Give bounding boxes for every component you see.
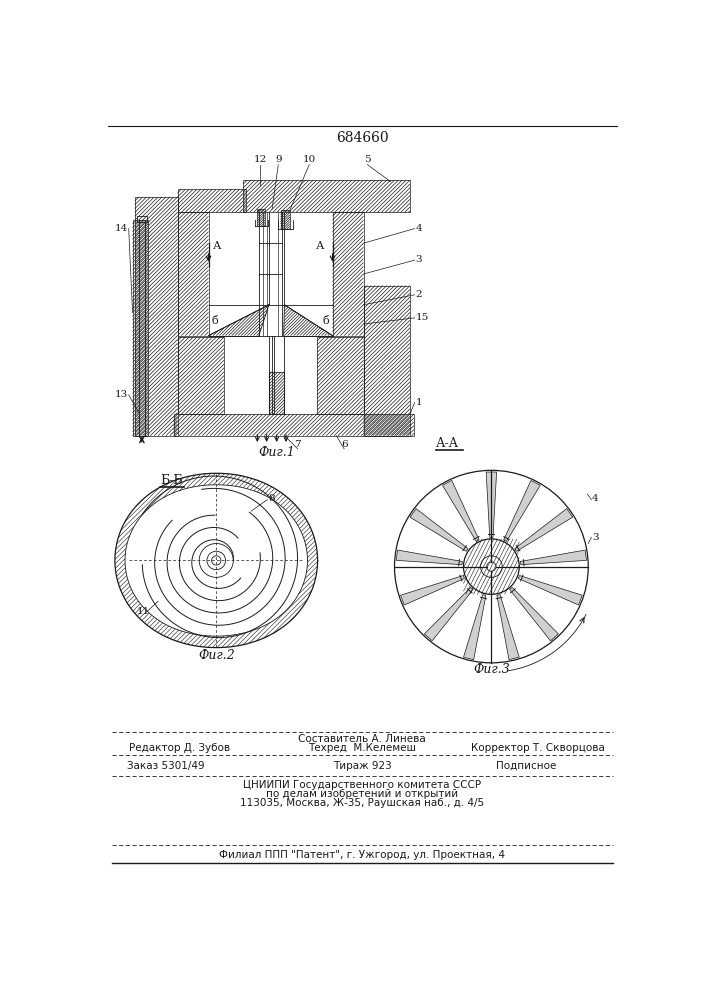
Text: 9: 9 <box>275 155 281 164</box>
Text: 12: 12 <box>254 155 267 164</box>
Polygon shape <box>497 595 519 660</box>
Polygon shape <box>443 480 479 541</box>
Text: 10: 10 <box>303 155 316 164</box>
Polygon shape <box>396 550 462 565</box>
Polygon shape <box>464 595 486 660</box>
Text: б: б <box>323 316 329 326</box>
Text: А: А <box>316 241 325 251</box>
Polygon shape <box>401 575 464 605</box>
Polygon shape <box>510 587 559 641</box>
Text: Б-Б: Б-Б <box>160 474 183 487</box>
Text: по делам изобретений и открытий: по делам изобретений и открытий <box>266 789 458 799</box>
Text: Заказ 5301/49: Заказ 5301/49 <box>127 761 205 771</box>
Text: Фиг.1: Фиг.1 <box>258 446 295 459</box>
Polygon shape <box>518 575 583 605</box>
Polygon shape <box>520 550 587 565</box>
Text: А-А: А-А <box>436 437 459 450</box>
Text: 4: 4 <box>592 494 599 503</box>
Text: 3: 3 <box>592 533 599 542</box>
Text: 7: 7 <box>294 440 301 449</box>
Text: 684660: 684660 <box>336 131 388 145</box>
Text: 13: 13 <box>115 390 127 399</box>
Text: 2: 2 <box>416 290 422 299</box>
Text: б: б <box>211 316 218 326</box>
Text: 113035, Москва, Ж-35, Раушская наб., д. 4/5: 113035, Москва, Ж-35, Раушская наб., д. … <box>240 798 484 808</box>
Text: 14: 14 <box>115 224 127 233</box>
Text: 1: 1 <box>416 398 422 407</box>
Text: Фиг.2: Фиг.2 <box>198 649 235 662</box>
Polygon shape <box>410 509 468 551</box>
Text: Подписное: Подписное <box>496 761 556 771</box>
Polygon shape <box>486 472 496 537</box>
Text: 4: 4 <box>416 224 422 233</box>
Text: 11: 11 <box>137 607 151 616</box>
Circle shape <box>199 544 233 577</box>
Text: ЦНИИПИ Государственного комитета СССР: ЦНИИПИ Государственного комитета СССР <box>243 780 481 790</box>
Text: 5: 5 <box>364 155 370 164</box>
Text: Корректор Т. Скворцова: Корректор Т. Скворцова <box>471 743 604 753</box>
Text: Составитель А. Линева: Составитель А. Линева <box>298 734 426 744</box>
Text: 3: 3 <box>416 255 422 264</box>
Text: 6: 6 <box>341 440 347 449</box>
Bar <box>137 216 146 222</box>
Text: Редактор Д. Зубов: Редактор Д. Зубов <box>129 743 230 753</box>
Text: Фиг.3: Фиг.3 <box>473 663 510 676</box>
Text: Филиал ППП "Патент", г. Ужгород, ул. Проектная, 4: Филиал ППП "Патент", г. Ужгород, ул. Про… <box>219 850 505 860</box>
Polygon shape <box>515 509 573 551</box>
Polygon shape <box>503 480 540 541</box>
Text: Техред  М.Келемеш: Техред М.Келемеш <box>308 743 416 753</box>
Text: 15: 15 <box>416 313 428 322</box>
Polygon shape <box>424 587 473 641</box>
Text: А: А <box>212 241 221 251</box>
Text: Тираж 923: Тираж 923 <box>332 761 392 771</box>
Text: 8: 8 <box>268 494 275 503</box>
